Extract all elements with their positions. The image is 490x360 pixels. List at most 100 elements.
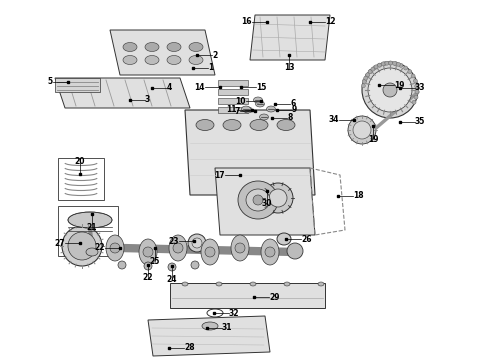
Ellipse shape xyxy=(399,63,403,67)
Ellipse shape xyxy=(250,282,256,286)
Ellipse shape xyxy=(362,80,367,84)
Ellipse shape xyxy=(269,189,287,207)
Ellipse shape xyxy=(348,116,376,144)
Ellipse shape xyxy=(192,238,202,248)
Ellipse shape xyxy=(412,100,416,104)
Text: 28: 28 xyxy=(184,343,195,352)
Bar xyxy=(218,89,248,95)
Ellipse shape xyxy=(381,62,385,66)
Ellipse shape xyxy=(242,106,250,112)
Ellipse shape xyxy=(414,79,417,83)
Ellipse shape xyxy=(318,282,324,286)
Ellipse shape xyxy=(143,247,153,257)
Ellipse shape xyxy=(62,226,102,266)
Ellipse shape xyxy=(139,239,157,265)
Text: 33: 33 xyxy=(415,84,425,93)
Ellipse shape xyxy=(373,66,377,70)
Text: 19: 19 xyxy=(394,81,405,90)
Ellipse shape xyxy=(385,61,389,65)
Ellipse shape xyxy=(144,262,152,270)
Ellipse shape xyxy=(277,120,295,130)
Ellipse shape xyxy=(201,239,219,265)
Ellipse shape xyxy=(255,101,265,107)
Text: 25: 25 xyxy=(150,256,160,266)
Ellipse shape xyxy=(396,62,400,66)
Ellipse shape xyxy=(388,61,392,65)
Bar xyxy=(218,80,248,86)
Ellipse shape xyxy=(415,90,419,94)
Ellipse shape xyxy=(361,84,366,88)
Ellipse shape xyxy=(383,62,387,66)
Text: 16: 16 xyxy=(242,18,252,27)
Ellipse shape xyxy=(68,212,112,228)
Ellipse shape xyxy=(415,84,419,88)
Polygon shape xyxy=(170,283,325,308)
Ellipse shape xyxy=(235,243,245,253)
Text: 8: 8 xyxy=(287,113,293,122)
Polygon shape xyxy=(148,316,270,356)
Ellipse shape xyxy=(173,243,183,253)
Ellipse shape xyxy=(284,282,290,286)
Text: 2: 2 xyxy=(212,50,217,59)
Ellipse shape xyxy=(238,181,278,219)
Text: 24: 24 xyxy=(167,274,177,284)
Ellipse shape xyxy=(371,67,375,71)
Ellipse shape xyxy=(368,68,412,112)
Bar xyxy=(58,206,118,256)
Text: 19: 19 xyxy=(368,135,378,144)
Ellipse shape xyxy=(167,55,181,64)
Ellipse shape xyxy=(362,62,418,118)
Ellipse shape xyxy=(253,97,263,103)
Ellipse shape xyxy=(277,233,291,245)
Ellipse shape xyxy=(68,232,96,260)
Polygon shape xyxy=(185,110,315,195)
Text: 11: 11 xyxy=(226,105,237,114)
Ellipse shape xyxy=(169,235,187,261)
Ellipse shape xyxy=(188,234,206,252)
Ellipse shape xyxy=(167,42,181,51)
Ellipse shape xyxy=(377,63,382,67)
Ellipse shape xyxy=(261,239,279,265)
Text: 26: 26 xyxy=(301,234,312,243)
Ellipse shape xyxy=(353,121,371,139)
Ellipse shape xyxy=(191,261,199,269)
Ellipse shape xyxy=(253,195,263,205)
Text: 9: 9 xyxy=(292,105,297,114)
Ellipse shape xyxy=(205,247,215,257)
Text: 13: 13 xyxy=(284,63,294,72)
Ellipse shape xyxy=(404,66,408,70)
Text: 17: 17 xyxy=(215,171,225,180)
Bar xyxy=(218,98,248,104)
Text: 29: 29 xyxy=(269,292,279,302)
Ellipse shape xyxy=(246,189,270,211)
Ellipse shape xyxy=(267,106,275,112)
Ellipse shape xyxy=(182,282,188,286)
Ellipse shape xyxy=(363,78,367,82)
Ellipse shape xyxy=(364,76,368,80)
Ellipse shape xyxy=(368,70,372,74)
Ellipse shape xyxy=(366,73,370,77)
Text: 5: 5 xyxy=(48,77,53,86)
Ellipse shape xyxy=(408,69,412,74)
Ellipse shape xyxy=(189,42,203,51)
Ellipse shape xyxy=(383,83,397,97)
Text: 31: 31 xyxy=(222,324,232,333)
Ellipse shape xyxy=(392,62,396,66)
Ellipse shape xyxy=(368,69,372,73)
Ellipse shape xyxy=(196,120,214,130)
Ellipse shape xyxy=(365,73,369,77)
Ellipse shape xyxy=(145,55,159,64)
Ellipse shape xyxy=(250,120,268,130)
Ellipse shape xyxy=(168,263,176,271)
Ellipse shape xyxy=(118,261,126,269)
Ellipse shape xyxy=(393,62,398,66)
Text: 12: 12 xyxy=(325,18,336,27)
Text: 15: 15 xyxy=(256,82,267,91)
Ellipse shape xyxy=(231,235,249,261)
Text: 22: 22 xyxy=(95,243,105,252)
Text: 27: 27 xyxy=(54,238,65,248)
Ellipse shape xyxy=(123,42,137,51)
Ellipse shape xyxy=(411,74,415,78)
Text: 32: 32 xyxy=(229,309,240,318)
Ellipse shape xyxy=(244,107,252,113)
